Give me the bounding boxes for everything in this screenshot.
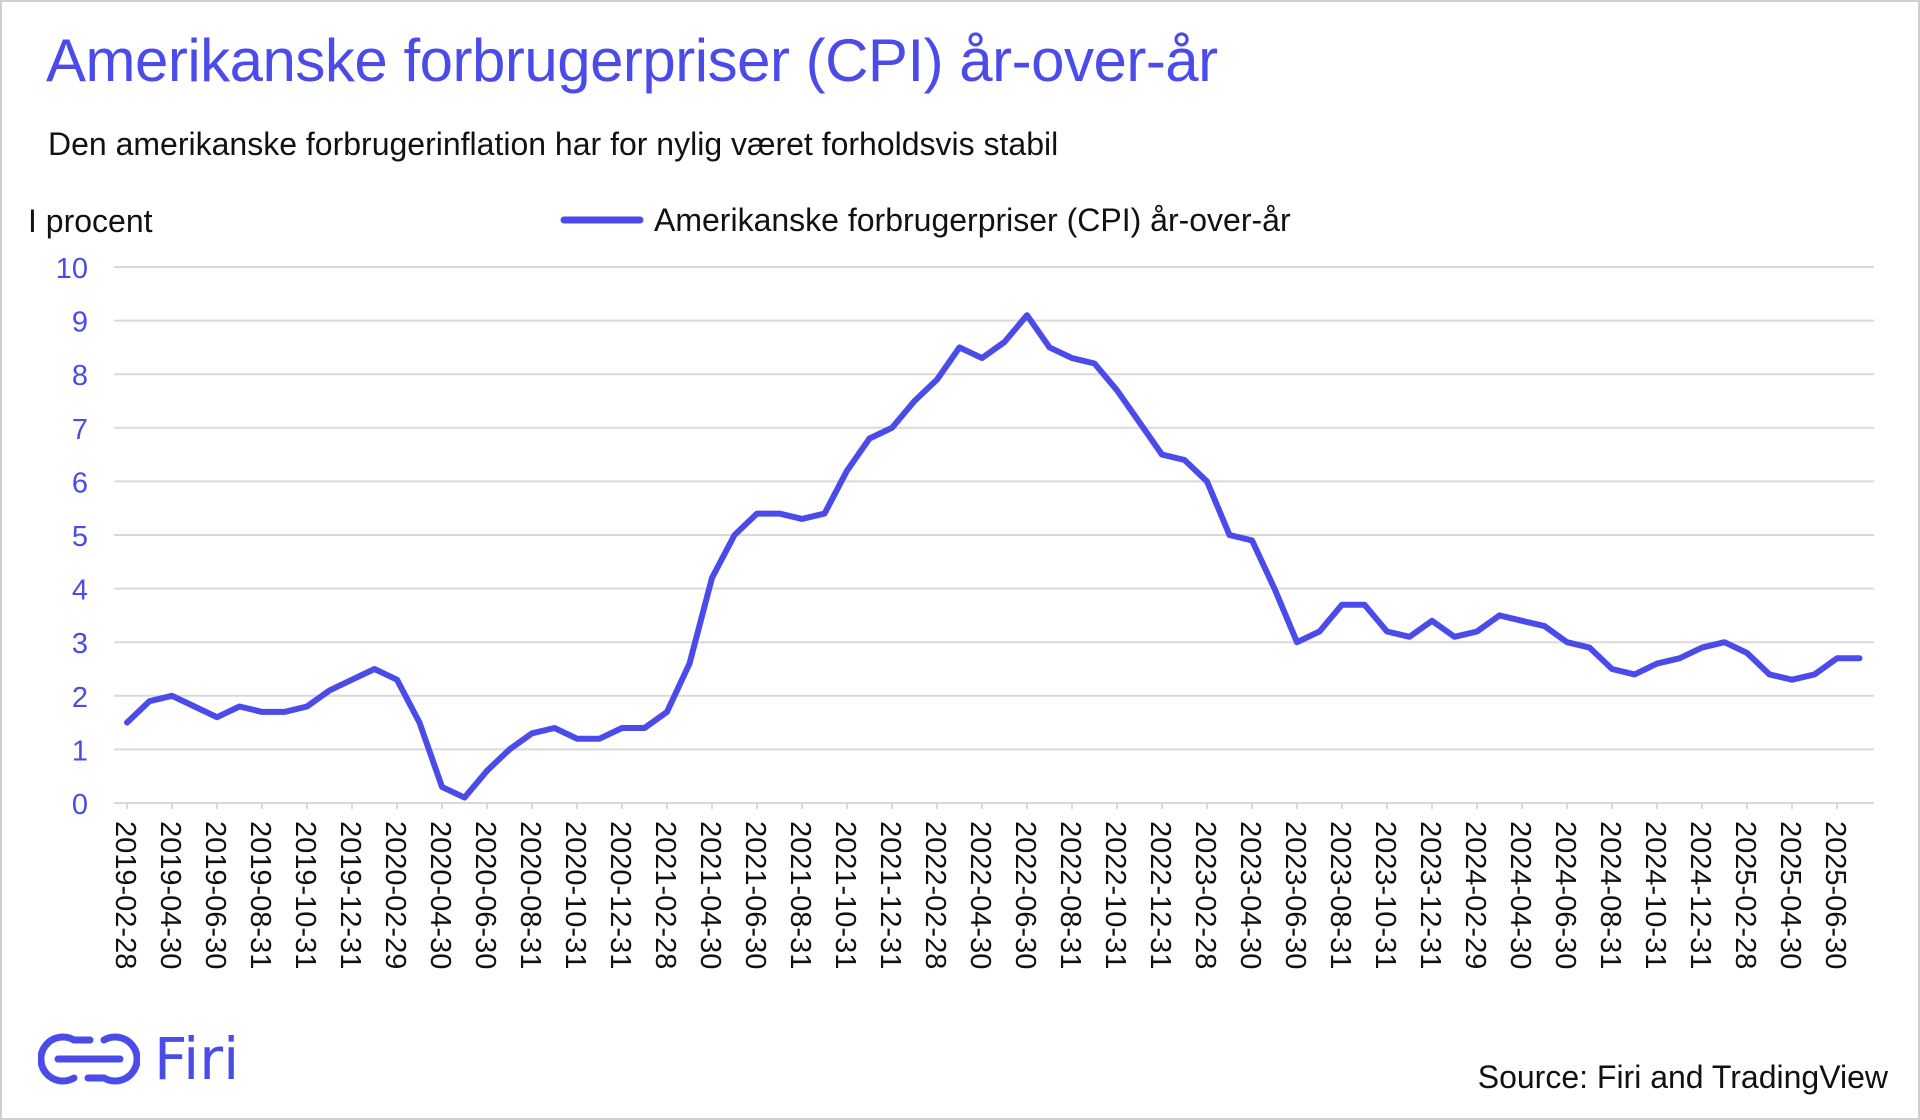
y-tick-label: 8 (72, 360, 88, 392)
y-tick-label: 10 (56, 253, 88, 285)
y-tick-label: 7 (72, 414, 88, 446)
series-line (124, 312, 1863, 801)
x-tick-label: 2023-10-31 (1369, 821, 1401, 969)
x-tick-label: 2022-04-30 (964, 821, 996, 969)
x-tick-label: 2023-12-31 (1414, 821, 1446, 969)
x-tick-label: 2021-06-30 (739, 821, 771, 969)
y-tick-label: 4 (72, 575, 88, 607)
x-tick-label: 2021-12-31 (874, 821, 906, 969)
x-tick-label: 2024-08-31 (1594, 821, 1626, 969)
x-tick-label: 2020-06-30 (469, 821, 501, 969)
firi-logo-icon (38, 1033, 140, 1085)
x-tick-label: 2020-12-31 (604, 821, 636, 969)
x-tick-label: 2025-02-28 (1729, 821, 1761, 969)
x-tick-label: 2022-06-30 (1009, 821, 1041, 969)
x-tick-label: 2025-04-30 (1774, 821, 1806, 969)
x-tick-label: 2023-06-30 (1279, 821, 1311, 969)
brand-logo: Firi (38, 1030, 239, 1088)
y-tick-label: 6 (72, 467, 88, 499)
x-tick-label: 2021-10-31 (829, 821, 861, 969)
x-tick-label: 2020-02-29 (379, 821, 411, 969)
x-tick-label: 2020-08-31 (514, 821, 546, 969)
x-tick-label: 2019-08-31 (244, 821, 276, 969)
legend-label: Amerikanske forbrugerpriser (CPI) år-ove… (654, 202, 1291, 238)
y-tick-label: 5 (72, 521, 88, 553)
grid-lines (114, 266, 1874, 804)
x-tick-label: 2021-08-31 (784, 821, 816, 969)
x-tick-label: 2024-06-30 (1549, 821, 1581, 969)
page-title: Amerikanske forbrugerpriser (CPI) år-ove… (46, 27, 1218, 94)
x-tick-label: 2019-06-30 (199, 821, 231, 969)
source-note: Source: Firi and TradingView (1477, 1059, 1888, 1095)
x-tick-label: 2025-06-30 (1819, 821, 1851, 969)
y-tick-label: 1 (72, 735, 88, 767)
x-tick-label: 2020-10-31 (559, 821, 591, 969)
x-tick-label: 2024-10-31 (1639, 821, 1671, 969)
x-tick-label: 2022-08-31 (1054, 821, 1086, 969)
series-group (124, 312, 1863, 801)
x-tick-label: 2023-08-31 (1324, 821, 1356, 969)
x-tick-label: 2023-04-30 (1234, 821, 1266, 969)
y-tick-label: 0 (72, 789, 88, 821)
x-tick-label: 2024-04-30 (1504, 821, 1536, 969)
x-tick-label: 2019-04-30 (154, 821, 186, 969)
x-tick-label: 2019-02-28 (109, 821, 141, 969)
x-tick-label: 2022-02-28 (919, 821, 951, 969)
x-tick-label: 2022-12-31 (1144, 821, 1176, 969)
x-tick-label: 2019-12-31 (334, 821, 366, 969)
y-tick-label: 3 (72, 628, 88, 660)
x-axis-ticks: 2019-02-28 2019-04-30 2019-06-30 2019-08-31… (109, 803, 1851, 969)
y-tick-label: 9 (72, 307, 88, 339)
y-tick-label: 2 (72, 682, 88, 714)
x-tick-label: 2022-10-31 (1099, 821, 1131, 969)
x-tick-label: 2021-04-30 (694, 821, 726, 969)
x-tick-label: 2020-04-30 (424, 821, 456, 969)
legend: Amerikanske forbrugerpriser (CPI) år-ove… (560, 202, 1291, 238)
x-tick-label: 2019-10-31 (289, 821, 321, 969)
y-axis-ticks: 0 1 2 3 4 5 6 7 8 9 10 (56, 253, 88, 821)
x-tick-label: 2023-02-28 (1189, 821, 1221, 969)
brand-name: Firi (154, 1025, 240, 1093)
y-axis-label: I procent (28, 203, 153, 239)
x-tick-label: 2024-02-29 (1459, 821, 1491, 969)
x-tick-label: 2021-02-28 (649, 821, 681, 969)
x-tick-label: 2024-12-31 (1684, 821, 1716, 969)
page-subtitle: Den amerikanske forbrugerinflation har f… (48, 126, 1059, 162)
